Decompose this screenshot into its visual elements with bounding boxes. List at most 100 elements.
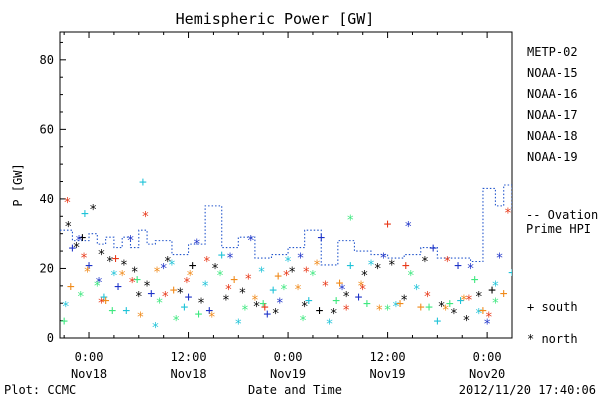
- y-tick-label: 60: [40, 122, 54, 136]
- data-point: *: [342, 304, 350, 319]
- series-noaa-19: ***+*******+* ****++*****: [64, 196, 512, 326]
- data-point: +: [446, 297, 454, 312]
- series-noaa-17: +**++** +** +***+*+ **+ ++*+: [60, 213, 520, 329]
- data-point: +: [122, 304, 130, 319]
- data-point: *: [135, 290, 143, 305]
- data-point: *: [75, 234, 83, 249]
- data-point: *: [127, 234, 135, 249]
- data-point: *: [161, 290, 169, 305]
- data-point: +: [488, 283, 496, 298]
- data-point: +: [218, 248, 226, 263]
- data-point: +: [425, 300, 433, 315]
- data-point: *: [421, 255, 429, 270]
- legend-item-noaa-18: NOAA-18: [527, 129, 578, 143]
- data-point: *: [73, 241, 81, 256]
- data-point: *: [156, 297, 164, 312]
- data-point: +: [384, 217, 392, 232]
- data-point: +: [471, 272, 479, 287]
- series-metp-02: **+** * * *****+*** ** *** + *** * **** * ** +: [64, 203, 496, 329]
- x-tick-label-date: Nov18: [71, 367, 107, 381]
- data-point: *: [83, 265, 91, 280]
- data-point: *: [160, 262, 168, 277]
- x-tick-label-date: Nov20: [469, 367, 505, 381]
- data-point: *: [239, 286, 247, 301]
- data-point: *: [98, 248, 106, 263]
- data-point: *: [106, 255, 114, 270]
- data-point: +: [317, 231, 325, 246]
- data-point: +: [102, 293, 110, 308]
- data-point: +: [259, 297, 267, 312]
- data-point: +: [180, 300, 188, 315]
- data-point: +: [305, 293, 313, 308]
- data-point: +: [332, 293, 340, 308]
- legend-south-marker: + south: [527, 300, 578, 314]
- data-point: *: [143, 279, 151, 294]
- data-point: *: [283, 269, 291, 284]
- data-point: +: [512, 286, 520, 301]
- data-point: *: [203, 255, 211, 270]
- data-point: +: [396, 297, 404, 312]
- data-point: *: [183, 276, 191, 291]
- data-point: +: [147, 286, 155, 301]
- data-point: +: [261, 300, 269, 315]
- data-point: *: [216, 269, 224, 284]
- data-point: *: [168, 258, 176, 273]
- data-point: +: [355, 290, 363, 305]
- data-point: +: [269, 283, 277, 298]
- data-point: *: [443, 255, 451, 270]
- data-point: +: [170, 283, 178, 298]
- data-point: *: [253, 300, 261, 315]
- data-point: *: [330, 307, 338, 322]
- legend-item-noaa-17: NOAA-17: [527, 108, 578, 122]
- data-point: *: [64, 196, 72, 211]
- data-point: *: [131, 265, 139, 280]
- data-point: *: [234, 318, 242, 333]
- data-point: *: [491, 279, 499, 294]
- data-point: *: [302, 265, 310, 280]
- data-point: +: [81, 206, 89, 221]
- data-point: *: [374, 262, 382, 277]
- data-point: *: [151, 321, 159, 336]
- data-point: +: [263, 307, 271, 322]
- data-point: *: [313, 258, 321, 273]
- legend-hpi-label: -- Ovation: [526, 208, 598, 222]
- data-point: +: [346, 258, 354, 273]
- data-point: *: [172, 314, 180, 329]
- data-point: *: [137, 311, 145, 326]
- data-point: *: [288, 265, 296, 280]
- data-point: +: [189, 258, 197, 273]
- data-point: *: [483, 318, 491, 333]
- data-point: *: [475, 290, 483, 305]
- data-point: +: [230, 272, 238, 287]
- data-point: *: [226, 252, 234, 267]
- data-point: *: [193, 238, 201, 253]
- data-point: *: [272, 307, 280, 322]
- data-points-layer: **+** * * *****+*** ** *** + *** * **** * ** ++*+* +*…: [60, 175, 520, 336]
- x-axis: 0:00 Nov18 12:00 Nov18 0:00 Nov19 12:00 Nov19 0:…: [63, 32, 513, 381]
- legend: METP-02 NOAA-15 NOAA-16 NOAA-17 NOAA-18 NOAA-…: [526, 45, 598, 346]
- data-point: *: [485, 311, 493, 326]
- data-point: *: [462, 314, 470, 329]
- data-point: +: [274, 269, 282, 284]
- data-point: *: [342, 290, 350, 305]
- data-point: *: [297, 252, 305, 267]
- data-point: +: [85, 258, 93, 273]
- data-point: *: [496, 252, 504, 267]
- data-point: +: [454, 258, 462, 273]
- data-point: *: [359, 283, 367, 298]
- data-point: +: [363, 297, 371, 312]
- x-tick-label-time: 0:00: [473, 350, 502, 364]
- data-point: *: [423, 290, 431, 305]
- data-point: *: [247, 234, 255, 249]
- x-tick-label-time: 0:00: [75, 350, 104, 364]
- data-point: *: [186, 269, 194, 284]
- data-point: *: [357, 279, 365, 294]
- x-axis-label: Date and Time: [248, 383, 342, 397]
- data-point: +: [185, 290, 193, 305]
- data-point: *: [326, 318, 334, 333]
- data-point: *: [442, 304, 450, 319]
- data-point: +: [508, 265, 516, 280]
- data-point: *: [118, 269, 126, 284]
- data-point: *: [467, 262, 475, 277]
